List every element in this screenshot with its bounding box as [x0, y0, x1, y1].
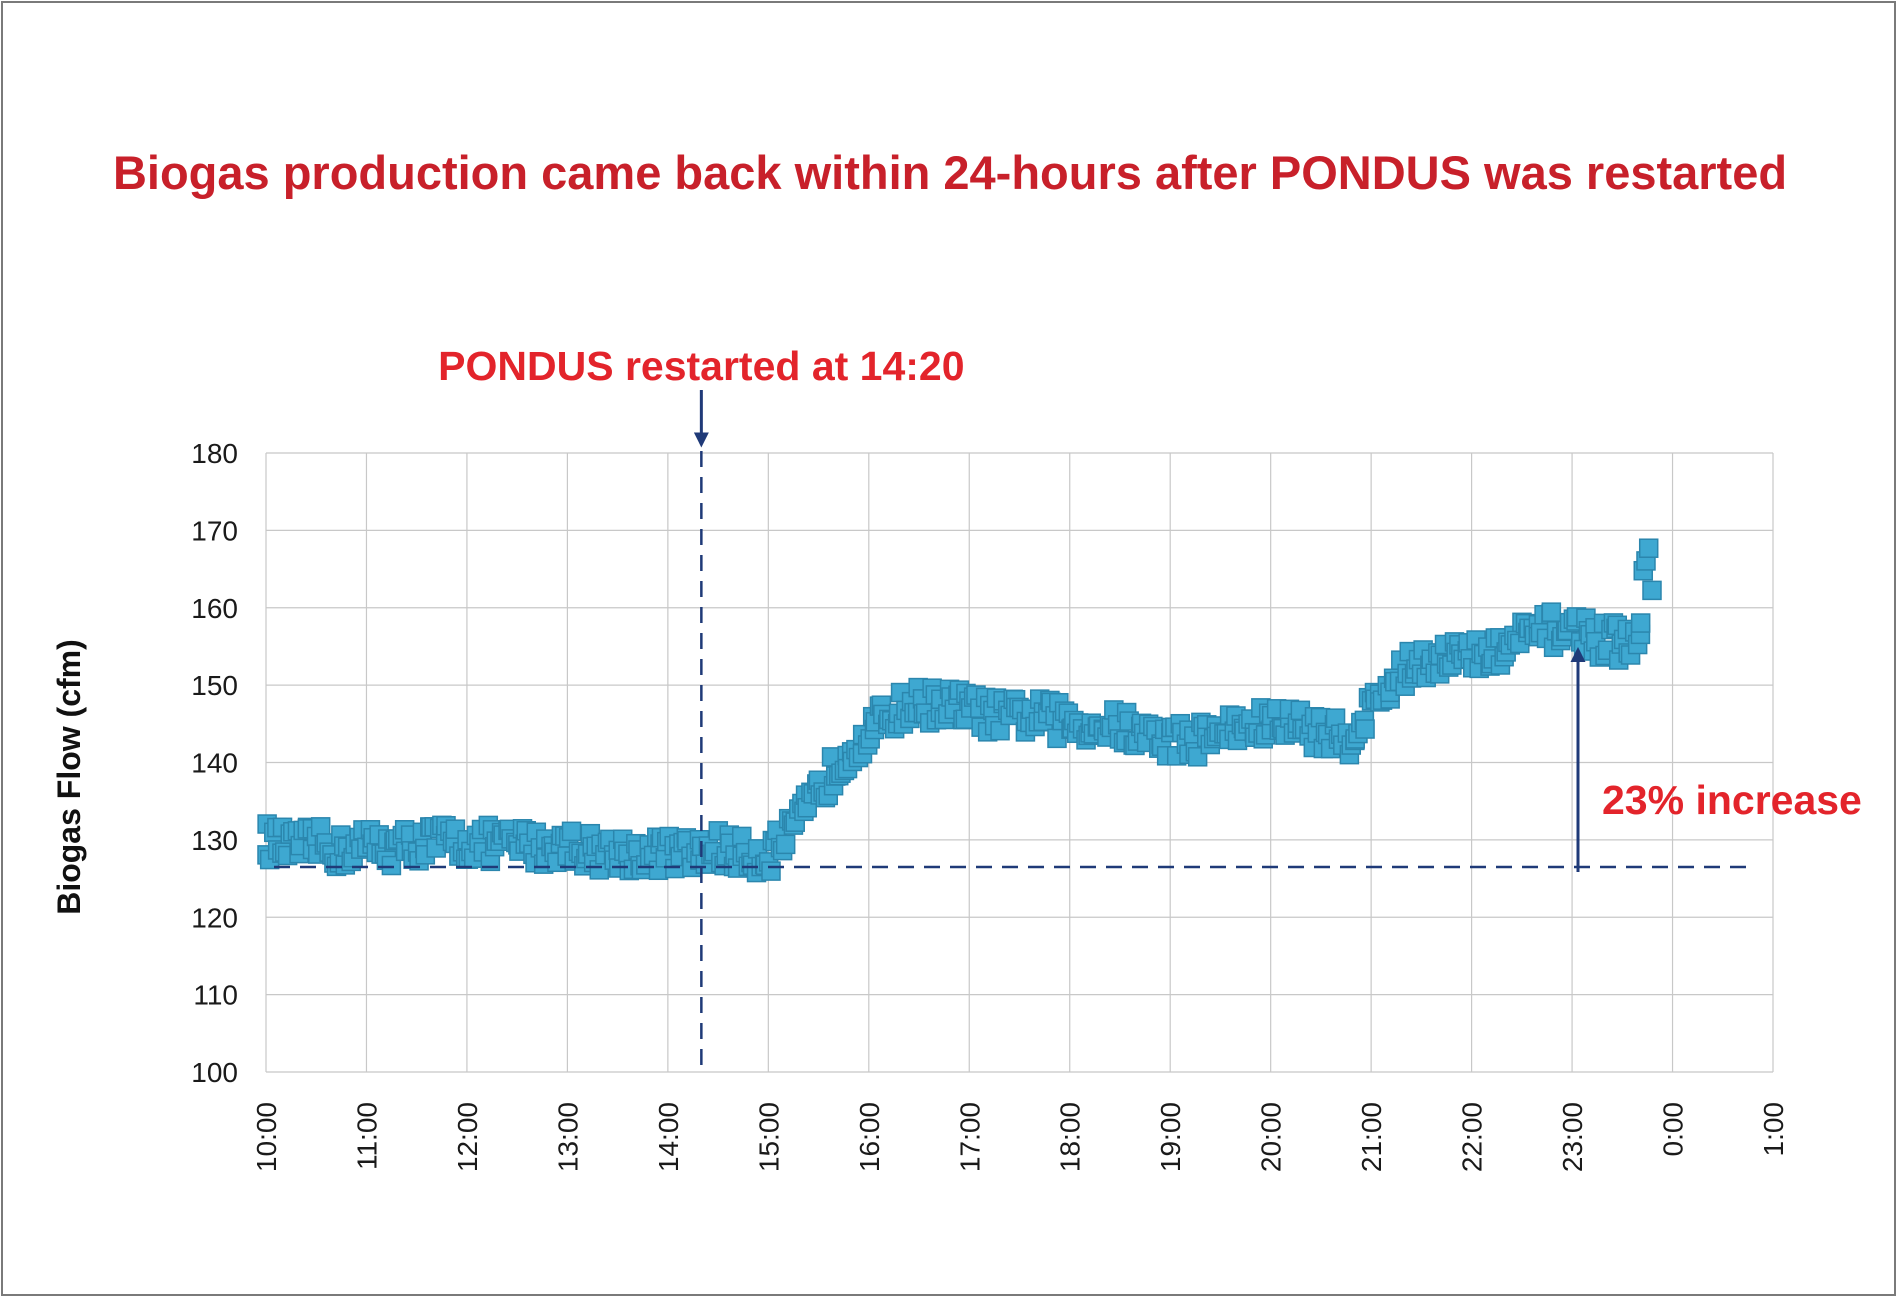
y-tick-label: 180 — [191, 438, 238, 469]
data-point — [1638, 538, 1659, 558]
data-point — [761, 861, 781, 881]
x-tick-label: 15:00 — [753, 1102, 784, 1172]
grid-lines — [265, 452, 1774, 1073]
x-tick-label: 22:00 — [1457, 1102, 1488, 1172]
y-tick-label: 120 — [191, 902, 238, 933]
data-point — [310, 817, 331, 837]
data-point — [990, 720, 1010, 741]
x-tick-label: 13:00 — [552, 1102, 583, 1172]
x-tick-label: 23:00 — [1557, 1102, 1588, 1172]
x-tick-label: 11:00 — [351, 1102, 382, 1170]
x-tick-label: 1:00 — [1758, 1102, 1789, 1157]
x-tick-label: 20:00 — [1256, 1102, 1287, 1172]
data-point — [1541, 602, 1562, 622]
data-point — [1642, 580, 1662, 601]
chart-title: Biogas production came back within 24-ho… — [112, 146, 1788, 199]
x-tick-label: 10:00 — [251, 1102, 282, 1172]
x-tick-label: 12:00 — [452, 1102, 483, 1172]
x-tick-label: 19:00 — [1155, 1102, 1186, 1172]
restart-annotation: PONDUS restarted at 14:20 — [438, 343, 964, 389]
x-tick-label: 18:00 — [1055, 1102, 1086, 1172]
y-tick-label: 150 — [191, 670, 238, 701]
x-tick-labels: 10:00 11:00 12:00 13:00 14:00 15:00 16:00 17:00… — [251, 1102, 1789, 1172]
x-tick-label: 16:00 — [854, 1102, 885, 1172]
increase-annotation: 23% increase — [1602, 777, 1862, 823]
y-tick-label: 170 — [191, 515, 238, 546]
reference-lines — [274, 390, 1750, 1072]
y-tick-labels: 100 110 120 130 140 150 160 170 180 — [191, 438, 238, 1088]
x-tick-label: 0:00 — [1658, 1102, 1689, 1157]
y-tick-label: 130 — [191, 825, 238, 856]
y-tick-label: 160 — [191, 593, 238, 624]
y-axis-label: Biogas Flow (cfm) — [51, 639, 87, 915]
x-tick-label: 14:00 — [653, 1102, 684, 1172]
y-tick-label: 140 — [191, 748, 238, 779]
y-tick-label: 110 — [193, 980, 238, 1011]
y-tick-label: 100 — [191, 1057, 238, 1088]
data-point — [1355, 719, 1375, 739]
data-point — [1630, 613, 1651, 633]
data-points — [257, 538, 1662, 883]
x-tick-label: 17:00 — [954, 1102, 985, 1172]
data-point — [561, 821, 582, 842]
data-point — [775, 834, 796, 855]
x-tick-label: 21:00 — [1356, 1102, 1387, 1172]
